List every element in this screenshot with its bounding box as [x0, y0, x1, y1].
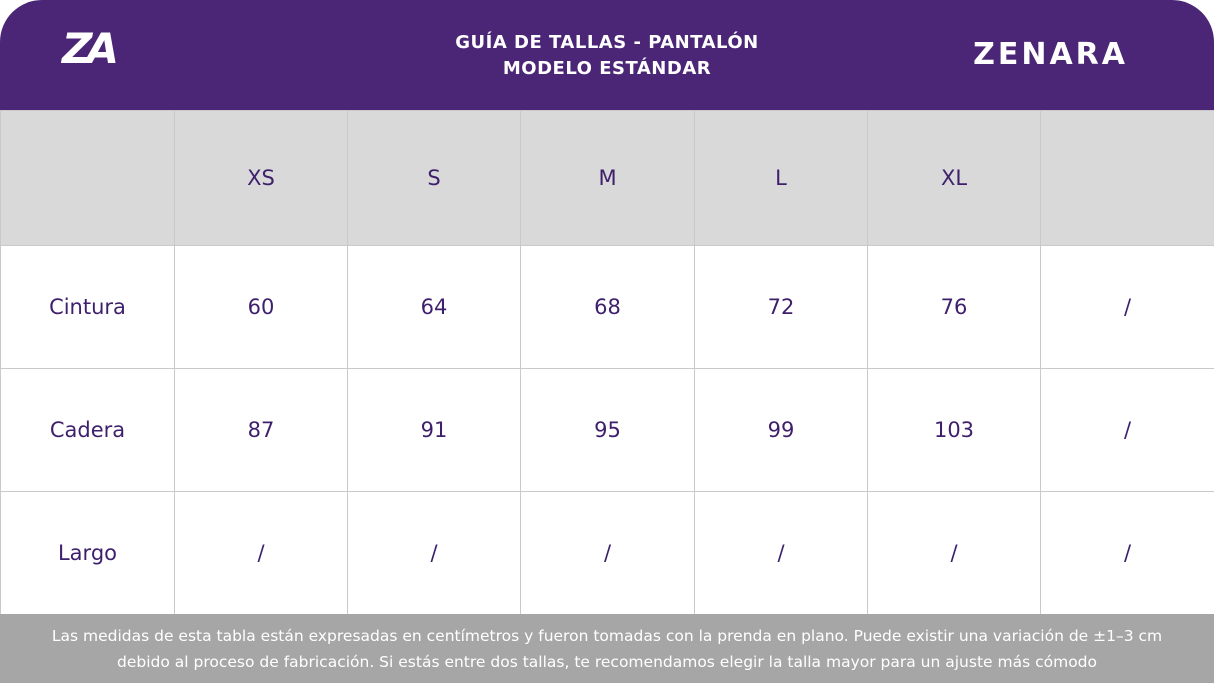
title-line: GUÍA DE TALLAS - PANTALÓN — [455, 32, 759, 53]
size-header: XL — [867, 110, 1041, 246]
footer-line: debido al proceso de fabricación. Si est… — [117, 653, 1097, 671]
size-header: XS — [174, 110, 348, 246]
cell: 68 — [520, 245, 695, 369]
cell: 64 — [347, 245, 521, 369]
cell: 95 — [520, 368, 695, 492]
cell: 87 — [174, 368, 348, 492]
cell: / — [867, 491, 1041, 615]
size-header: M — [520, 110, 695, 246]
cell: 60 — [174, 245, 348, 369]
cell: / — [520, 491, 695, 615]
cell: / — [1040, 491, 1214, 615]
cell: 91 — [347, 368, 521, 492]
cell: 99 — [694, 368, 868, 492]
title: GUÍA DE TALLAS - PANTALÓN MODELO ESTÁNDA… — [357, 30, 857, 82]
cell: 103 — [867, 368, 1041, 492]
title-line: MODELO ESTÁNDAR — [502, 58, 712, 79]
footer-note: Las medidas de esta tabla están expresad… — [0, 614, 1214, 683]
cell: / — [694, 491, 868, 615]
corner-cell — [0, 110, 175, 246]
measure-row: Cintura 60 64 68 72 76/ — [0, 245, 1214, 369]
row-label: Largo — [0, 491, 175, 615]
size-header: S — [347, 110, 521, 246]
header-row: XS S M L XL — [0, 110, 1214, 246]
row-label: Cintura — [0, 245, 175, 369]
size-table: XS S M L XL Cintura 60 64 68 72 76/Cadera 87 91 95 99 1… — [0, 110, 1214, 615]
measure-row: Cadera 87 91 95 99 103/ — [0, 368, 1214, 492]
cell: 72 — [694, 245, 868, 369]
cell: / — [347, 491, 521, 615]
cell: / — [1040, 368, 1214, 492]
row-label: Cadera — [0, 368, 175, 492]
empty-header — [1040, 110, 1214, 246]
header: ZA GUÍA DE TALLAS - PANTALÓN MODELO ESTÁ… — [0, 0, 1214, 110]
cell: 76 — [867, 245, 1041, 369]
brand: ZENARA — [973, 37, 1128, 72]
cell: / — [174, 491, 348, 615]
measure-row: Largo / / / / / / — [0, 491, 1214, 615]
footer-line: Las medidas de esta tabla están expresad… — [51, 627, 1163, 645]
logo: ZA — [62, 24, 119, 73]
cell: / — [1040, 245, 1214, 369]
size-header: L — [694, 110, 868, 246]
